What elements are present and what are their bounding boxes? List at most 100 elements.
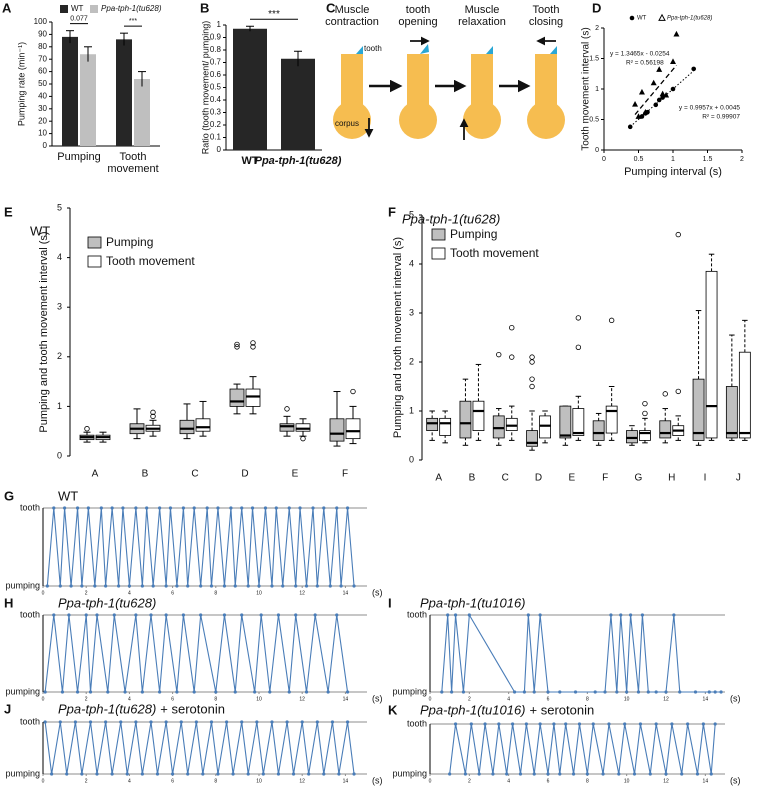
x-tick-label: 12 — [663, 696, 669, 702]
trace-point — [209, 584, 214, 588]
x-tick-label: E — [569, 473, 576, 484]
trace-point — [538, 722, 542, 726]
trace-point — [304, 584, 309, 588]
x-tick-label: 0 — [42, 778, 45, 784]
y-tick-label: tooth — [407, 609, 427, 619]
x-tick-label: F — [602, 473, 608, 484]
trace-point — [526, 613, 530, 617]
panel-letter: B — [200, 0, 209, 15]
trace-point — [322, 772, 326, 776]
trace-point — [134, 613, 138, 617]
x-tick-label: B — [142, 469, 149, 480]
bar — [80, 54, 96, 146]
x-tick-label: 14 — [703, 696, 709, 702]
outlier — [250, 340, 256, 346]
trace-point — [69, 584, 73, 588]
trace-point — [259, 613, 263, 617]
x-tick-label: D — [241, 469, 248, 480]
trace-point — [240, 506, 244, 510]
trace-point — [591, 722, 595, 726]
trace-point — [168, 506, 173, 510]
point — [670, 58, 676, 64]
y-tick-label: pumping — [5, 686, 40, 696]
trace-point — [240, 613, 244, 617]
trace-point — [483, 722, 487, 726]
outlier — [529, 354, 535, 360]
box — [279, 423, 295, 432]
outlier — [642, 410, 648, 417]
y-tick-label: tooth — [20, 609, 40, 619]
y-tick-label: 60 — [38, 67, 47, 76]
trace-point — [270, 584, 274, 588]
trendline — [634, 64, 677, 116]
x-tick-label: C — [191, 469, 198, 480]
x-axis-label: (s) — [372, 775, 383, 785]
trace — [44, 721, 355, 775]
trace-point — [214, 690, 218, 694]
trace-point — [335, 506, 339, 510]
trace-point — [104, 720, 108, 724]
x-tick-label: 6 — [547, 696, 550, 702]
trace-point — [345, 506, 350, 510]
chart-subtitle: + serotonin — [530, 702, 595, 717]
significance-label: 0.077 — [70, 16, 88, 23]
trace-point — [461, 690, 466, 694]
panel-letter: I — [388, 595, 392, 610]
trace-point — [593, 690, 597, 694]
trace-point — [524, 722, 528, 726]
trendline-r2: R² = 0.99907 — [702, 114, 740, 121]
trace-point — [171, 772, 175, 776]
trace-point — [713, 722, 717, 726]
trace-point — [632, 772, 637, 776]
trace-point — [155, 772, 160, 776]
x-tick-label: F — [342, 469, 348, 480]
trace-point — [80, 772, 84, 776]
trace-point — [345, 690, 350, 694]
trace-point — [491, 772, 495, 776]
trace-point — [58, 720, 62, 724]
box — [572, 408, 585, 436]
outlier — [575, 315, 582, 321]
trace-point — [194, 720, 198, 724]
x-tick-label: 8 — [586, 696, 589, 702]
outlier — [509, 325, 515, 331]
trace-point — [352, 584, 356, 588]
y-axis-label: Pumping rate (min⁻¹) — [16, 42, 26, 126]
panel-c-diagram: C Muscle contraction tooth opening Muscle r… — [325, 0, 565, 140]
y-tick-label: 5 — [57, 202, 62, 212]
box — [295, 423, 311, 432]
trace-point — [463, 772, 467, 776]
x-tick-label: 4 — [507, 778, 510, 784]
box — [195, 418, 211, 432]
legend-label: Ppa-tph-1(tu628) — [667, 16, 712, 22]
y-tick-label: 1.5 — [589, 55, 599, 62]
box — [592, 420, 605, 441]
y-tick-label: 4 — [57, 252, 62, 262]
trace-point — [287, 690, 291, 694]
trace-point — [216, 506, 220, 510]
trace-point — [294, 613, 298, 617]
point — [656, 97, 662, 103]
trace-point — [134, 506, 138, 510]
box — [659, 420, 672, 439]
trace-point — [95, 613, 99, 617]
outlier — [529, 383, 535, 390]
box — [245, 388, 261, 407]
trace-point — [276, 772, 281, 776]
point — [642, 108, 649, 115]
y-tick-label: 30 — [38, 104, 47, 113]
trace-point — [75, 690, 80, 694]
panel-letter: K — [388, 702, 398, 717]
trace-point — [261, 772, 265, 776]
x-tick-label: 2 — [468, 778, 471, 784]
y-tick-label: 2 — [57, 351, 62, 361]
legend-label: WT — [71, 4, 84, 13]
trace — [449, 723, 716, 775]
legend-swatch — [431, 247, 446, 260]
y-tick-label: 20 — [38, 116, 47, 125]
point — [673, 30, 680, 37]
trace-point — [467, 613, 471, 617]
trace-point — [63, 506, 67, 510]
trace-point — [640, 613, 645, 617]
y-tick-label: pumping — [5, 768, 40, 778]
